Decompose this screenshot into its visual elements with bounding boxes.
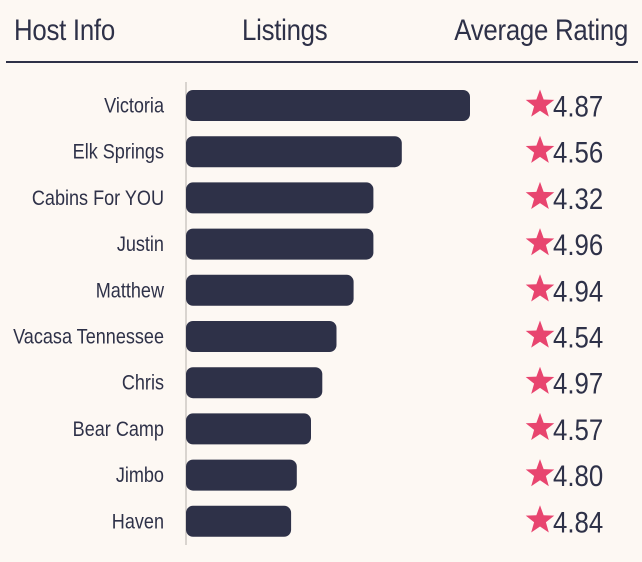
listing-bar: [186, 182, 374, 214]
category-label: Elk Springs: [73, 140, 165, 164]
table-header: Host Info Listings Average Rating: [0, 0, 642, 62]
star-icon: [525, 274, 555, 302]
category-label: Justin: [117, 233, 164, 257]
bar-row: Justin 4.96: [117, 228, 603, 262]
bar-row: Victoria 4.87: [104, 89, 603, 123]
bar-row: Chris 4.97: [122, 366, 603, 400]
rating-value: 4.96: [553, 228, 603, 261]
listing-bar: [186, 274, 354, 306]
star-icon: [525, 412, 555, 441]
rating-value: 4.32: [553, 182, 603, 215]
listing-bar: [186, 228, 374, 260]
bar-row: Matthew 4.94: [96, 274, 603, 308]
star-icon: [525, 505, 555, 533]
average-rating-header: Average Rating: [454, 14, 628, 47]
category-label: Matthew: [96, 279, 165, 303]
listing-bar: [186, 321, 337, 352]
rating-value: 4.84: [553, 505, 603, 538]
rating-value: 4.87: [553, 90, 603, 123]
host-info-header: Host Info: [14, 14, 115, 47]
star-icon: [525, 89, 555, 117]
category-label: Vacasa Tennessee: [13, 325, 164, 349]
category-label: Jimbo: [116, 464, 164, 488]
rating-value: 4.80: [553, 459, 603, 492]
star-icon: [525, 181, 555, 210]
bar-row: Haven 4.84: [112, 505, 603, 539]
listings-header: Listings: [242, 14, 328, 47]
listing-bar: [186, 505, 292, 537]
listing-bar: [186, 367, 323, 399]
category-label: Chris: [122, 371, 164, 395]
category-label: Victoria: [104, 94, 164, 118]
listing-bar: [186, 413, 311, 445]
star-icon: [525, 135, 555, 163]
star-icon: [525, 366, 555, 394]
rating-value: 4.54: [553, 321, 603, 354]
bar-row: Cabins For YOU 4.32: [32, 181, 603, 215]
star-icon: [525, 320, 555, 348]
bar-row: Jimbo 4.80: [116, 459, 603, 493]
rating-value: 4.56: [553, 136, 603, 169]
bar-row: Vacasa Tennessee 4.54: [13, 320, 603, 354]
category-label: Cabins For YOU: [32, 187, 164, 211]
bar-row: Elk Springs 4.56: [73, 135, 603, 169]
rating-value: 4.97: [553, 367, 603, 400]
listing-bar: [186, 459, 297, 491]
listing-bar: [186, 136, 402, 168]
listing-bar: [186, 90, 470, 121]
bar-row: Bear Camp 4.57: [73, 412, 603, 446]
category-label: Bear Camp: [73, 418, 164, 442]
star-icon: [525, 228, 555, 256]
star-icon: [525, 459, 555, 487]
rating-value: 4.94: [553, 274, 603, 307]
rating-value: 4.57: [553, 413, 603, 446]
header-divider: [6, 61, 638, 63]
category-label: Haven: [112, 510, 164, 534]
